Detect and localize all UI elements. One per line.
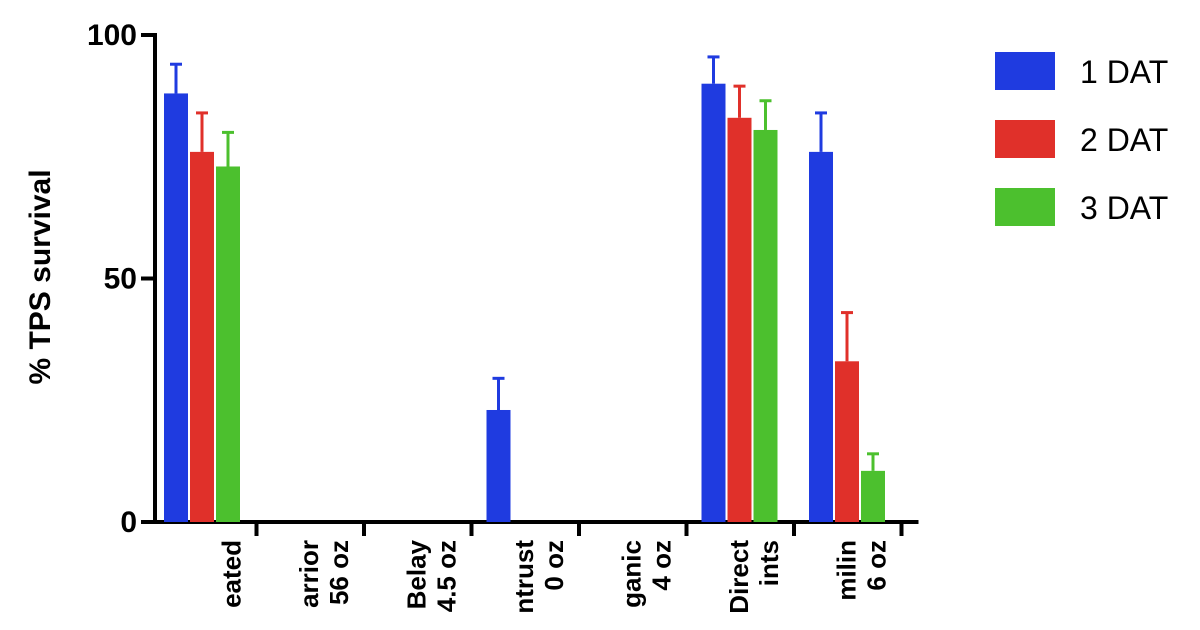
x-tick-label: 56 oz [324,540,354,605]
x-tick-label: milin [832,540,862,601]
x-tick-label: 0 oz [539,540,569,591]
bar [190,151,214,522]
legend-label: 2 DAT [1080,122,1168,158]
x-tick-label: 4.5 oz [432,540,462,612]
x-tick-label: arrior [294,540,324,608]
x-tick-label: ganic [617,540,647,608]
y-axis-label: % TPS survival [24,169,57,384]
x-tick-label: eated [217,540,247,608]
bar [164,93,188,522]
axes: 0 50 100 [87,19,919,539]
bar [861,470,885,522]
legend-swatch [995,188,1055,226]
x-tick-label: Direct [724,540,754,614]
bar [701,83,726,522]
bar [216,166,240,523]
legend-swatch [995,120,1055,158]
x-tick-label: 4 oz [647,540,677,591]
legend-label: 3 DAT [1080,190,1168,226]
bar [727,117,752,522]
category-labels: eated arrior 56 oz Belay 4.5 oz ntrust 0 oz gan… [217,522,904,614]
bars-group [164,55,885,523]
y-tick-label: 0 [120,506,137,539]
legend-label: 1 DAT [1080,54,1168,90]
bar [486,409,511,522]
legend-swatch [995,52,1055,90]
x-tick-label: Belay [402,539,432,609]
bar [753,129,778,522]
legend: 1 DAT 2 DAT 3 DAT [995,52,1168,226]
x-tick-label: 6 oz [862,540,892,591]
y-tick-label: 100 [87,19,137,52]
bar [835,361,859,522]
x-tick-label: ints [754,540,784,586]
x-tick-label: ntrust [509,540,539,614]
bar [809,151,833,522]
y-tick-label: 50 [104,263,137,296]
